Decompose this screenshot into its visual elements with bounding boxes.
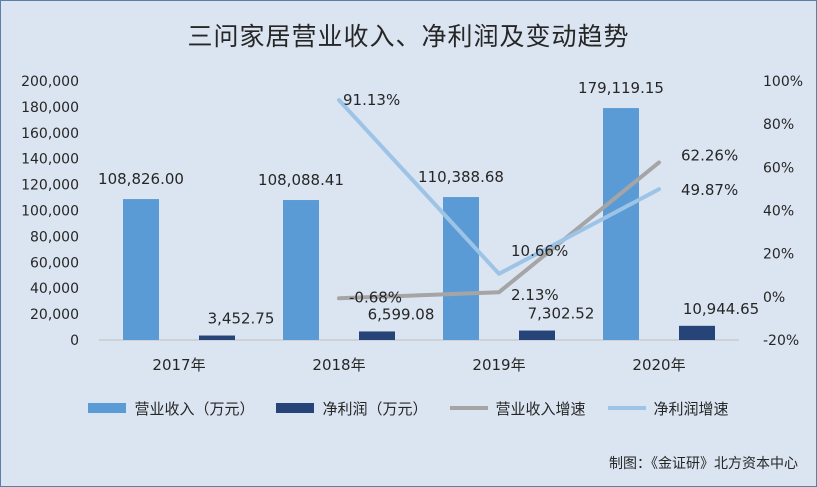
y-left-tick-label: 160,000	[21, 126, 79, 142]
y-left-tick-label: 200,000	[21, 74, 79, 90]
net-profit-data-label: 3,452.75	[208, 310, 275, 328]
chart-plot: 0 20,000 40,000 60,000 80,000 100,000 120,000 1…	[21, 74, 803, 374]
net-profit-data-label: 10,944.65	[683, 300, 759, 318]
y-left-tick-label: 20,000	[30, 307, 79, 323]
legend-swatch	[88, 403, 127, 413]
x-tick-label: 2018年	[312, 356, 365, 374]
legend-swatch	[607, 406, 646, 410]
y-right-tick-label: 0%	[763, 290, 785, 306]
y-right-tick-label: 20%	[763, 247, 794, 263]
y-left-tick-label: 60,000	[30, 255, 79, 271]
legend-label: 净利润增速	[653, 399, 729, 418]
y-right-tick-label: 60%	[763, 160, 794, 176]
legend-swatch	[276, 403, 315, 413]
chart-title: 三问家居营业收入、净利润及变动趋势	[187, 22, 630, 51]
legend-item: 净利润（万元）	[276, 398, 428, 419]
y-right-tick-label: -20%	[763, 333, 799, 349]
net-profit-growth-data-label: 49.87%	[681, 181, 738, 199]
net-profit-data-label: 7,302.52	[528, 305, 595, 323]
legend-item: 营业收入（万元）	[88, 398, 254, 419]
y-right-tick-label: 80%	[763, 117, 794, 133]
revenue-growth-data-label: 2.13%	[511, 286, 559, 304]
chart-legend: 营业收入（万元） 净利润（万元） 营业收入增速 净利润增速	[1, 397, 816, 419]
legend-label: 净利润（万元）	[322, 399, 428, 418]
y-right-tick-label: 40%	[763, 204, 794, 220]
y-left-tick-label: 40,000	[30, 281, 79, 297]
net-profit-bar	[199, 335, 235, 340]
revenue-growth-line	[337, 160, 661, 301]
net-profit-data-label: 6,599.08	[368, 305, 435, 323]
revenue-bar	[283, 200, 319, 340]
revenue-data-label: 108,088.41	[258, 171, 344, 189]
x-tick-label: 2020年	[632, 356, 685, 374]
legend-label: 营业收入（万元）	[134, 399, 255, 418]
x-tick-label: 2017年	[152, 356, 205, 374]
y-left-tick-label: 80,000	[30, 229, 79, 245]
net-profit-growth-data-label: 10.66%	[511, 242, 568, 260]
y-left-tick-label: 180,000	[21, 100, 79, 116]
net-profit-bar	[359, 331, 395, 340]
legend-item: 净利润增速	[607, 398, 729, 419]
y-left-tick-label: 0	[70, 333, 79, 349]
revenue-growth-data-label: 62.26%	[681, 146, 738, 164]
y-left-tick-label: 120,000	[21, 178, 79, 194]
y-left-tick-label: 100,000	[21, 204, 79, 220]
x-tick-label: 2019年	[472, 356, 525, 374]
y-left-tick-label: 140,000	[21, 152, 79, 168]
legend-swatch	[449, 406, 488, 410]
revenue-data-label: 108,826.00	[98, 170, 184, 188]
legend-label: 营业收入增速	[495, 399, 586, 418]
revenue-data-label: 110,388.68	[418, 168, 504, 186]
net-profit-bar	[519, 330, 555, 340]
source-note: 制图：《金证研》北方资本中心	[609, 456, 798, 472]
revenue-data-label: 179,119.15	[578, 79, 664, 97]
legend-item: 营业收入增速	[449, 398, 586, 419]
net-profit-growth-line	[337, 98, 661, 276]
net-profit-bar	[679, 325, 715, 340]
y-right-tick-label: 100%	[763, 74, 803, 90]
revenue-bar	[603, 108, 639, 340]
net-profit-growth-data-label: 91.13%	[343, 91, 400, 109]
revenue-growth-data-label: -0.68%	[349, 288, 402, 306]
revenue-bar	[123, 199, 159, 340]
